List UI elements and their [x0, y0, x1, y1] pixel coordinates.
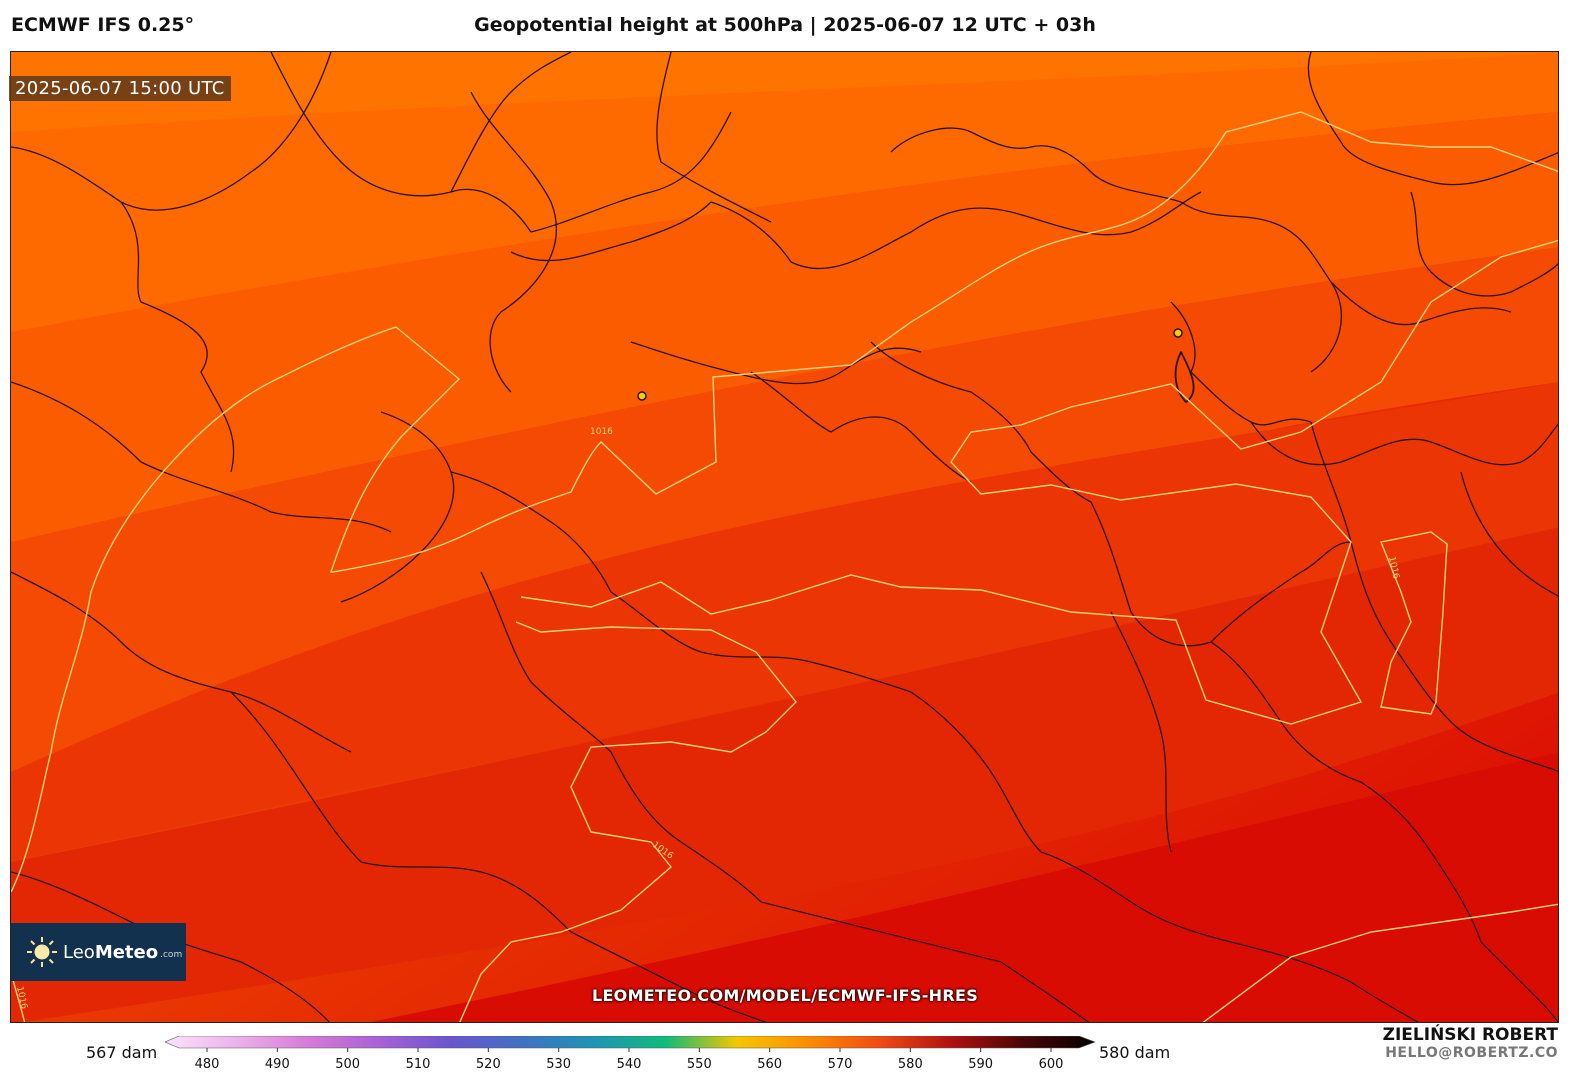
- isobar-label: 1016: [14, 986, 29, 1011]
- border-line: [760, 901, 1002, 963]
- isobar-label: 1016: [590, 427, 613, 437]
- colorbar-tick-label: 550: [687, 1057, 712, 1072]
- border-line: [1460, 471, 1558, 597]
- colorbar-right-label: 580 dam: [1099, 1043, 1171, 1062]
- border-line: [340, 411, 455, 603]
- isobar-label: 1016: [1386, 556, 1401, 581]
- isobar-line: [1202, 903, 1558, 1022]
- url-watermark: LEOMETEO.COM/MODEL/ECMWF-IFS-HRES: [591, 986, 979, 1005]
- author-email: HELLO@ROBERTZ.CO: [1385, 1045, 1558, 1061]
- map-canvas[interactable]: 1016 1016 1016 1016: [11, 52, 1559, 1023]
- border-line: [1330, 281, 1512, 326]
- height-band: [370, 752, 1558, 1022]
- colorbar-tick-label: 520: [476, 1057, 501, 1072]
- border-line: [1210, 541, 1352, 643]
- city-marker: [637, 391, 647, 401]
- border-line: [1090, 501, 1212, 647]
- city-marker: [1173, 328, 1183, 338]
- borders: [11, 52, 1558, 1022]
- chart-title: Geopotential height at 500hPa | 2025-06-…: [474, 14, 1096, 36]
- border-line: [1000, 961, 1090, 1022]
- border-line: [1250, 421, 1558, 466]
- border-line: [1110, 611, 1172, 853]
- height-band: [11, 52, 1558, 132]
- border-line: [480, 571, 612, 753]
- colorbar-tick-label: 580: [898, 1057, 923, 1072]
- border-line: [360, 861, 572, 933]
- height-bands: [11, 52, 1558, 1022]
- colorbar-tick-label: 600: [1039, 1057, 1064, 1072]
- border-line: [630, 341, 922, 385]
- border-line: [1174, 351, 1195, 403]
- sun-icon: [25, 935, 59, 969]
- border-line: [11, 571, 352, 753]
- border-line: [1360, 781, 1482, 943]
- colorbar-tick-label: 570: [828, 1057, 853, 1072]
- border-line: [890, 127, 1182, 203]
- author-name: ZIELIŃSKI ROBERT: [1382, 1025, 1558, 1045]
- border-line: [750, 371, 972, 483]
- colorbar-tick-label: 490: [265, 1057, 290, 1072]
- border-line: [1390, 641, 1558, 772]
- border-line: [120, 52, 332, 211]
- colorbar-tick-label: 500: [335, 1057, 360, 1072]
- height-band: [11, 112, 1558, 542]
- border-line: [530, 111, 732, 233]
- border-line: [1230, 941, 1419, 1022]
- valid-time-badge: 2025-06-07 15:00 UTC: [9, 76, 231, 101]
- border-line: [656, 52, 772, 223]
- border-line: [1480, 941, 1558, 1022]
- border-line: [1410, 191, 1558, 297]
- border-line: [11, 146, 235, 473]
- author-credit: ZIELIŃSKI ROBERT HELLO@ROBERTZ.CO: [1383, 1025, 1558, 1061]
- colorbar-strip: [165, 1036, 1096, 1049]
- border-line: [450, 471, 612, 593]
- border-line: [1210, 641, 1362, 783]
- border-line: [1180, 201, 1343, 373]
- height-band: [11, 382, 1558, 862]
- model-name: ECMWF IFS 0.25°: [11, 14, 195, 36]
- colorbar-tick-label: 590: [968, 1057, 993, 1072]
- border-line: [910, 691, 1042, 853]
- border-line: [510, 201, 792, 263]
- isobar-line: [11, 111, 1558, 893]
- map-panel[interactable]: 1016 1016 1016 1016: [10, 51, 1559, 1023]
- logo-text: LeoMeteo: [63, 941, 159, 963]
- colorbar-tick-label: 560: [757, 1057, 782, 1072]
- height-band: [11, 527, 1558, 1022]
- border-line: [470, 91, 557, 393]
- isobar-line: [459, 621, 797, 1022]
- isobar-line: [1380, 531, 1448, 715]
- border-line: [790, 191, 1202, 270]
- border-line: [610, 591, 912, 693]
- border-line: [270, 52, 532, 233]
- border-line: [1040, 851, 1232, 943]
- colorbar: 480 490 500 510 520 530 540 550 560 570 580 590 600: [165, 1036, 1096, 1072]
- logo-domain: .com: [160, 950, 183, 960]
- border-line: [11, 381, 392, 533]
- border-line: [230, 691, 362, 863]
- isobar-line: [520, 239, 1558, 725]
- isobars: [11, 111, 1558, 1022]
- border-line: [1307, 52, 1558, 186]
- border-line: [450, 52, 572, 193]
- colorbar-tick-label: 510: [406, 1057, 431, 1072]
- border-line: [870, 341, 1092, 503]
- height-band: [11, 52, 1558, 332]
- colorbar-tick-label: 480: [195, 1057, 220, 1072]
- colorbar-left-label: 567 dam: [86, 1043, 158, 1062]
- leometeo-logo[interactable]: LeoMeteo .com: [11, 923, 186, 981]
- border-line: [570, 931, 768, 1022]
- colorbar-tick-label: 540: [617, 1057, 642, 1072]
- border-line: [610, 751, 762, 903]
- border-line: [1170, 301, 1312, 426]
- colorbar-tick-label: 530: [546, 1057, 571, 1072]
